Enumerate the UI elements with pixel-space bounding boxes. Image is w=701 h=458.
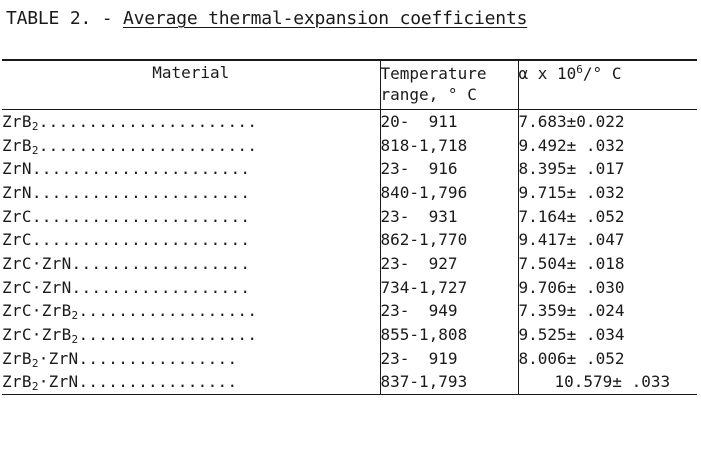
header-temperature: Temperature range, ° C bbox=[379, 59, 518, 110]
leader-dots: ................ bbox=[78, 348, 238, 368]
cell-coefficient: 9.715± .032 bbox=[517, 181, 697, 205]
cell-material: ZrC·ZrB2.................. bbox=[2, 323, 380, 347]
material-subscript: 2 bbox=[71, 309, 79, 323]
leader-dots: ...................... bbox=[38, 135, 258, 155]
table-caption: Average thermal-expansion coefficients bbox=[123, 8, 528, 29]
cell-coefficient: 8.395± .017 bbox=[517, 157, 697, 182]
material-subscript: 2 bbox=[31, 380, 39, 394]
cell-material: ZrB2·ZrN................ bbox=[2, 347, 380, 371]
header-temperature-line1: Temperature bbox=[380, 64, 487, 83]
table-row: ZrB2·ZrN................ 837-1,793 10.579±… bbox=[2, 370, 697, 396]
material-formula: ZrC·ZrB bbox=[2, 325, 72, 345]
material-formula: ZrB bbox=[2, 111, 32, 131]
table-row: ZrC...................... 862-1,770 9.417±… bbox=[2, 228, 697, 253]
header-coef-suffix: /° C bbox=[582, 64, 622, 83]
cell-coefficient: 10.579± .033 bbox=[517, 370, 697, 396]
material-formula: ZrC bbox=[2, 230, 32, 250]
leader-dots: ...................... bbox=[31, 230, 251, 250]
cell-coefficient: 7.164± .052 bbox=[517, 204, 697, 229]
table-row: ZrC·ZrB2.................. 23- 949 7.359± … bbox=[2, 299, 697, 324]
cell-coefficient: 9.706± .030 bbox=[517, 275, 697, 300]
cell-temperature-range: 23- 927 bbox=[379, 252, 518, 276]
material-formula-tail: ·ZrN bbox=[38, 372, 79, 392]
material-subscript: 2 bbox=[31, 119, 39, 133]
table-row: ZrC·ZrN.................. 23- 927 7.504± .… bbox=[2, 252, 697, 276]
cell-coefficient: 9.492± .032 bbox=[517, 133, 697, 158]
cell-coefficient: 7.504± .018 bbox=[517, 252, 697, 276]
thermal-expansion-table: Material Temperature range, ° C α x 106/°… bbox=[2, 59, 697, 396]
cell-temperature-range: 20- 911 bbox=[379, 109, 518, 134]
cell-coefficient: 9.525± .034 bbox=[517, 323, 697, 347]
cell-material: ZrC·ZrN.................. bbox=[2, 276, 380, 300]
leader-dots: ................ bbox=[78, 372, 238, 392]
cell-temperature-range: 23- 916 bbox=[379, 157, 518, 182]
material-subscript: 2 bbox=[31, 356, 39, 370]
cell-material: ZrC·ZrN.................. bbox=[2, 252, 380, 276]
leader-dots: ...................... bbox=[31, 182, 251, 202]
cell-temperature-range: 855-1,808 bbox=[379, 323, 518, 347]
header-material: Material bbox=[2, 59, 380, 110]
cell-coefficient: 7.683±0.022 bbox=[517, 109, 697, 134]
table-row: ZrC...................... 23- 931 7.164± .… bbox=[2, 204, 697, 229]
cell-material: ZrC·ZrB2.................. bbox=[2, 300, 380, 324]
material-formula: ZrB bbox=[2, 135, 32, 155]
cell-temperature-range: 23- 949 bbox=[379, 299, 518, 324]
cell-coefficient: 8.006± .052 bbox=[517, 346, 697, 371]
cell-temperature-range: 818-1,718 bbox=[379, 133, 518, 158]
cell-coefficient: 9.417± .047 bbox=[517, 228, 697, 253]
table-row: ZrC·ZrN.................. 734-1,727 9.706±… bbox=[2, 275, 697, 300]
leader-dots: ...................... bbox=[31, 159, 251, 179]
header-coefficient: α x 106/° C bbox=[517, 59, 697, 110]
cell-coefficient: 7.359± .024 bbox=[517, 299, 697, 324]
material-formula: ZrC·ZrN bbox=[2, 253, 72, 273]
material-formula: ZrC·ZrN bbox=[2, 277, 72, 297]
table-row: ZrB2·ZrN................ 23- 919 8.006± .0… bbox=[2, 346, 697, 371]
material-formula: ZrB bbox=[2, 372, 32, 392]
material-formula: ZrB bbox=[2, 348, 32, 368]
leader-dots: ...................... bbox=[31, 206, 251, 226]
cell-temperature-range: 862-1,770 bbox=[379, 228, 518, 253]
leader-dots: .................. bbox=[71, 253, 251, 273]
table-row: ZrN...................... 840-1,796 9.715±… bbox=[2, 181, 697, 205]
table-row: ZrB2...................... 20- 911 7.683±0… bbox=[2, 109, 697, 134]
material-formula: ZrN bbox=[2, 159, 32, 179]
cell-temperature-range: 837-1,793 bbox=[379, 370, 518, 396]
material-formula-tail: ·ZrN bbox=[38, 348, 79, 368]
cell-material: ZrC...................... bbox=[2, 228, 380, 252]
header-coef-prefix: α x 10 bbox=[518, 64, 577, 83]
cell-material: ZrN...................... bbox=[2, 181, 380, 205]
leader-dots: ...................... bbox=[38, 111, 258, 131]
cell-temperature-range: 840-1,796 bbox=[379, 181, 518, 205]
cell-temperature-range: 23- 931 bbox=[379, 204, 518, 229]
table-title: TABLE 2. - Average thermal-expansion coe… bbox=[6, 6, 527, 32]
table-row: ZrC·ZrB2.................. 855-1,808 9.525… bbox=[2, 323, 697, 347]
material-subscript: 2 bbox=[31, 143, 39, 157]
header-coef-exponent: 6 bbox=[576, 63, 583, 76]
leader-dots: .................. bbox=[71, 277, 251, 297]
cell-temperature-range: 734-1,727 bbox=[379, 275, 518, 300]
table-number: TABLE 2. - bbox=[6, 8, 124, 29]
cell-material: ZrB2...................... bbox=[2, 134, 380, 158]
material-subscript: 2 bbox=[71, 333, 79, 347]
cell-material: ZrB2...................... bbox=[2, 110, 380, 134]
material-formula: ZrN bbox=[2, 182, 32, 202]
cell-temperature-range: 23- 919 bbox=[379, 346, 518, 371]
material-formula: ZrC bbox=[2, 206, 32, 226]
leader-dots: .................. bbox=[78, 301, 258, 321]
table-header-row: Material Temperature range, ° C α x 106/°… bbox=[2, 59, 697, 110]
cell-material: ZrC...................... bbox=[2, 205, 380, 229]
table-row: ZrN...................... 23- 916 8.395± .… bbox=[2, 157, 697, 182]
cell-material: ZrB2·ZrN................ bbox=[2, 370, 380, 396]
material-formula: ZrC·ZrB bbox=[2, 301, 72, 321]
leader-dots: .................. bbox=[78, 325, 258, 345]
cell-material: ZrN...................... bbox=[2, 157, 380, 181]
table-row: ZrB2...................... 818-1,718 9.492… bbox=[2, 133, 697, 158]
header-temperature-line2: range, ° C bbox=[380, 85, 477, 104]
